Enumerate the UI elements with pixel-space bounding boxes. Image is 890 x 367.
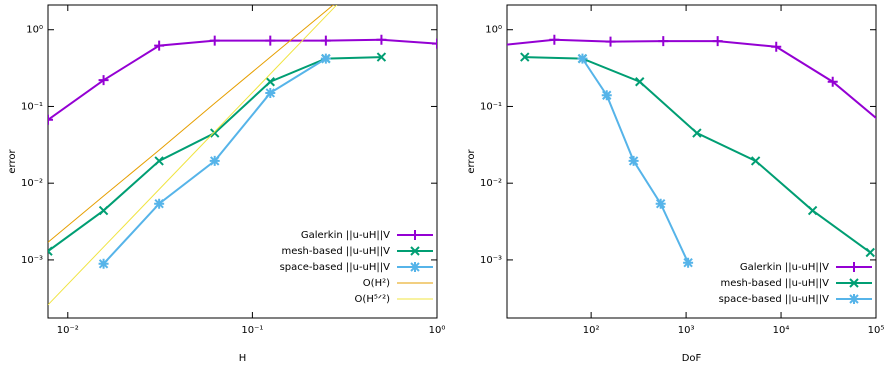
legend-label: O(H⁵ᐟ²) [355, 294, 391, 305]
data-point [549, 34, 560, 45]
legend-label: space-based ||u-uH||V [719, 294, 830, 305]
plot-frame [506, 4, 877, 319]
y-tick-label: 10⁰ [485, 25, 502, 36]
data-point [577, 53, 588, 64]
x-tick-label: 10⁰ [429, 325, 446, 336]
data-point [209, 35, 220, 46]
series-line [48, 38, 437, 121]
data-point [827, 76, 838, 87]
data-point [601, 90, 612, 101]
legend-marker [849, 278, 859, 288]
data-point [628, 155, 639, 166]
y-axis-label: error [7, 149, 18, 174]
series-line [48, 5, 334, 243]
data-point [154, 198, 165, 209]
data-point [771, 41, 782, 52]
data-point [605, 36, 616, 47]
series-line [48, 5, 338, 306]
x-tick-label: 10² [583, 325, 600, 336]
legend-marker [410, 230, 420, 240]
plot-area [48, 5, 437, 306]
data-point [683, 257, 694, 268]
x-tick-label: 10³ [678, 325, 695, 336]
legend-label: Galerkin ||u-uH||V [740, 262, 829, 273]
data-point [865, 247, 875, 258]
y-tick-label: 10⁻² [480, 178, 502, 189]
y-tick-label: 10⁻³ [480, 255, 502, 266]
x-tick-label: 10⁻² [57, 325, 79, 336]
data-point [491, 41, 501, 51]
data-point [209, 155, 220, 166]
data-point [655, 198, 666, 209]
data-point [265, 35, 276, 46]
plot-frame [47, 4, 438, 319]
legend-marker [849, 262, 859, 272]
y-tick-label: 10⁻³ [21, 255, 43, 266]
y-tick-label: 10⁰ [26, 25, 43, 36]
x-tick-label: 10⁴ [773, 325, 790, 336]
y-tick-label: 10⁻² [21, 178, 43, 189]
data-point [265, 77, 275, 87]
legend-marker [410, 262, 420, 272]
legend-label: O(H²) [363, 278, 390, 289]
data-point [320, 53, 331, 64]
x-tick-label: 10⁵ [868, 325, 885, 336]
panel: 10² 10³ 10⁴ 10⁵ 10⁻³ 10⁻² 10⁻¹ 10⁰ DoF error Galer… [466, 4, 890, 364]
data-point [48, 114, 53, 125]
data-point [376, 52, 387, 62]
legend-label: mesh-based ||u-uH||V [720, 278, 829, 289]
data-point [98, 75, 109, 86]
legend-marker [849, 294, 859, 304]
x-axis-label: H [239, 353, 247, 364]
legend-label: space-based ||u-uH||V [280, 262, 391, 273]
legend-label: Galerkin ||u-uH||V [301, 230, 390, 241]
data-point [98, 258, 109, 269]
data-point [48, 246, 53, 256]
data-point [520, 52, 530, 62]
data-point [432, 38, 437, 49]
legend-label: mesh-based ||u-uH||V [281, 246, 390, 257]
data-point [210, 128, 220, 138]
data-point [320, 35, 331, 46]
series-line [48, 56, 382, 252]
plot-area [491, 34, 890, 268]
legend-marker [410, 246, 420, 256]
data-point [154, 156, 164, 166]
y-tick-label: 10⁻¹ [480, 101, 502, 112]
data-point [807, 205, 818, 216]
data-point [154, 40, 165, 51]
y-tick-label: 10⁻¹ [21, 101, 43, 112]
x-axis-label: DoF [682, 353, 702, 364]
data-point [98, 205, 109, 216]
data-point [658, 36, 669, 47]
data-point [750, 156, 761, 166]
data-point [376, 34, 387, 45]
data-point [692, 128, 702, 138]
x-tick-label: 10⁻¹ [241, 325, 263, 336]
data-point [712, 36, 723, 47]
data-point [885, 125, 890, 135]
data-point [265, 87, 276, 98]
series-line [524, 56, 871, 254]
y-axis-label: error [466, 149, 477, 174]
data-point [635, 77, 645, 87]
series-line [507, 38, 876, 120]
